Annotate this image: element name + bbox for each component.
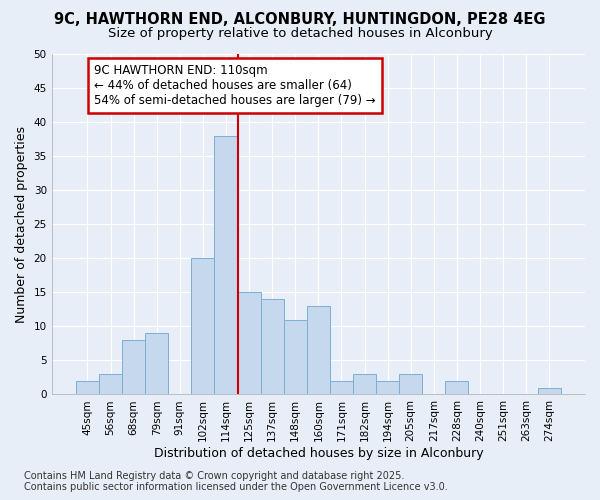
Bar [307,306,330,394]
Bar [399,374,422,394]
Text: Contains HM Land Registry data © Crown copyright and database right 2025.
Contai: Contains HM Land Registry data © Crown c… [24,471,448,492]
Bar [99,374,122,394]
Bar [538,388,561,394]
Bar [238,292,260,394]
Bar [284,320,307,394]
Bar [122,340,145,394]
Text: 9C, HAWTHORN END, ALCONBURY, HUNTINGDON, PE28 4EG: 9C, HAWTHORN END, ALCONBURY, HUNTINGDON,… [54,12,546,28]
Y-axis label: Number of detached properties: Number of detached properties [15,126,28,322]
Bar [260,299,284,394]
Bar [376,381,399,394]
Text: Size of property relative to detached houses in Alconbury: Size of property relative to detached ho… [107,28,493,40]
Bar [76,381,99,394]
Bar [145,333,168,394]
X-axis label: Distribution of detached houses by size in Alconbury: Distribution of detached houses by size … [154,447,483,460]
Bar [214,136,238,394]
Bar [330,381,353,394]
Bar [445,381,469,394]
Bar [353,374,376,394]
Text: 9C HAWTHORN END: 110sqm
← 44% of detached houses are smaller (64)
54% of semi-de: 9C HAWTHORN END: 110sqm ← 44% of detache… [94,64,376,107]
Bar [191,258,214,394]
